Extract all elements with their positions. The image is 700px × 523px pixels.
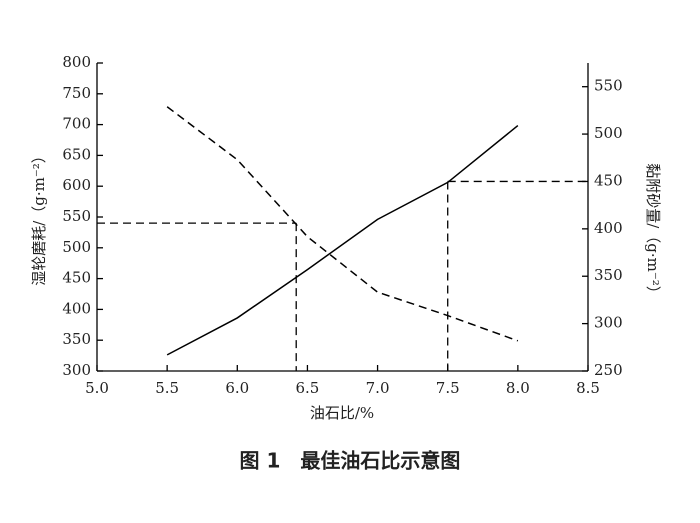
y-tick-label: 700 (62, 115, 91, 133)
x-tick-label: 5.5 (155, 379, 179, 397)
y-tick-label: 500 (62, 238, 91, 256)
y-axis-label: 湿轮磨耗/（g·m⁻²） (30, 148, 48, 286)
x-tick-label: 6.5 (295, 379, 319, 397)
x-tick-label: 6.0 (225, 379, 249, 397)
y-tick-label: 400 (62, 299, 91, 317)
y-tick-label: 300 (62, 361, 91, 379)
y-tick-label: 450 (62, 269, 91, 287)
x-tick-label: 8.0 (506, 379, 530, 397)
y2-axis-label: 黏附砂量/（g·m⁻²） (644, 163, 662, 301)
y-tick-label: 650 (62, 145, 91, 163)
x-tick-label: 7.0 (366, 379, 390, 397)
y2-tick-label: 250 (594, 361, 623, 379)
y-tick-label: 750 (62, 84, 91, 102)
y2-tick-label: 550 (594, 77, 623, 95)
y2-tick-label: 300 (594, 314, 623, 332)
series-line (166, 124, 519, 356)
y-tick-label: 600 (62, 176, 91, 194)
x-tick-label: 5.0 (85, 379, 109, 397)
y-tick-label: 800 (62, 53, 91, 71)
y2-tick-label: 500 (594, 124, 623, 142)
x-tick-label: 7.5 (436, 379, 460, 397)
chart-title: 图 1 最佳油石比示意图 (240, 449, 461, 473)
series-line (166, 106, 519, 342)
y2-tick-label: 350 (594, 266, 623, 284)
x-tick-label: 8.5 (576, 379, 600, 397)
x-axis-label: 油石比/% (310, 404, 374, 422)
y2-tick-label: 450 (594, 171, 623, 189)
y2-tick-label: 400 (594, 219, 623, 237)
y-tick-label: 550 (62, 207, 91, 225)
y-tick-label: 350 (62, 330, 91, 348)
